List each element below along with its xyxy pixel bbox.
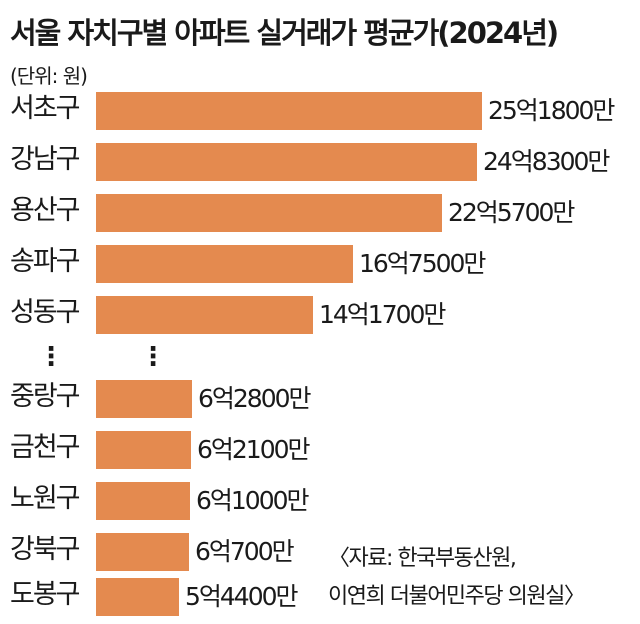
chart-title: 서울 자치구별 아파트 실거래가 평균가(2024년) <box>10 10 557 52</box>
bar <box>96 296 313 334</box>
bar-value-label: 6억2100만 <box>197 433 309 467</box>
bar <box>96 194 442 232</box>
district-label: 강북구 <box>10 533 94 567</box>
bar <box>96 533 189 571</box>
bar <box>96 92 482 130</box>
unit-label: (단위: 원) <box>10 60 87 89</box>
district-label: 용산구 <box>10 194 94 228</box>
bar-value-label: 24억8300만 <box>483 145 608 179</box>
bar-value-label: 25억1800만 <box>488 94 613 128</box>
bar-value-label: 14억1700만 <box>319 298 444 332</box>
bar <box>96 380 192 418</box>
district-label: 노원구 <box>10 482 94 516</box>
bar <box>96 431 191 469</box>
district-label: 성동구 <box>10 296 94 330</box>
bar-value-label: 6억1000만 <box>196 484 308 518</box>
district-ellipsis: ⋮ <box>38 340 64 374</box>
bar-value-label: 6억2800만 <box>198 382 310 416</box>
source-line-1: 〈자료: 한국부동산원, <box>328 540 515 572</box>
bar <box>96 143 477 181</box>
district-label: 송파구 <box>10 245 94 279</box>
district-label: 도봉구 <box>10 578 94 612</box>
district-label: 중랑구 <box>10 380 94 414</box>
bar-value-label: 16억7500만 <box>359 247 484 281</box>
district-label: 강남구 <box>10 143 94 177</box>
source-line-2: 이연희 더불어민주당 의원실〉 <box>328 578 584 610</box>
bar-value-label: 6억700만 <box>195 535 293 569</box>
district-label: 금천구 <box>10 431 94 465</box>
bar-ellipsis: ⋮ <box>140 340 166 374</box>
district-label: 서초구 <box>10 92 94 126</box>
bar <box>96 482 190 520</box>
bar <box>96 578 179 616</box>
bar-value-label: 22억5700만 <box>448 196 573 230</box>
bar-value-label: 5억4400만 <box>185 580 297 614</box>
bar <box>96 245 353 283</box>
